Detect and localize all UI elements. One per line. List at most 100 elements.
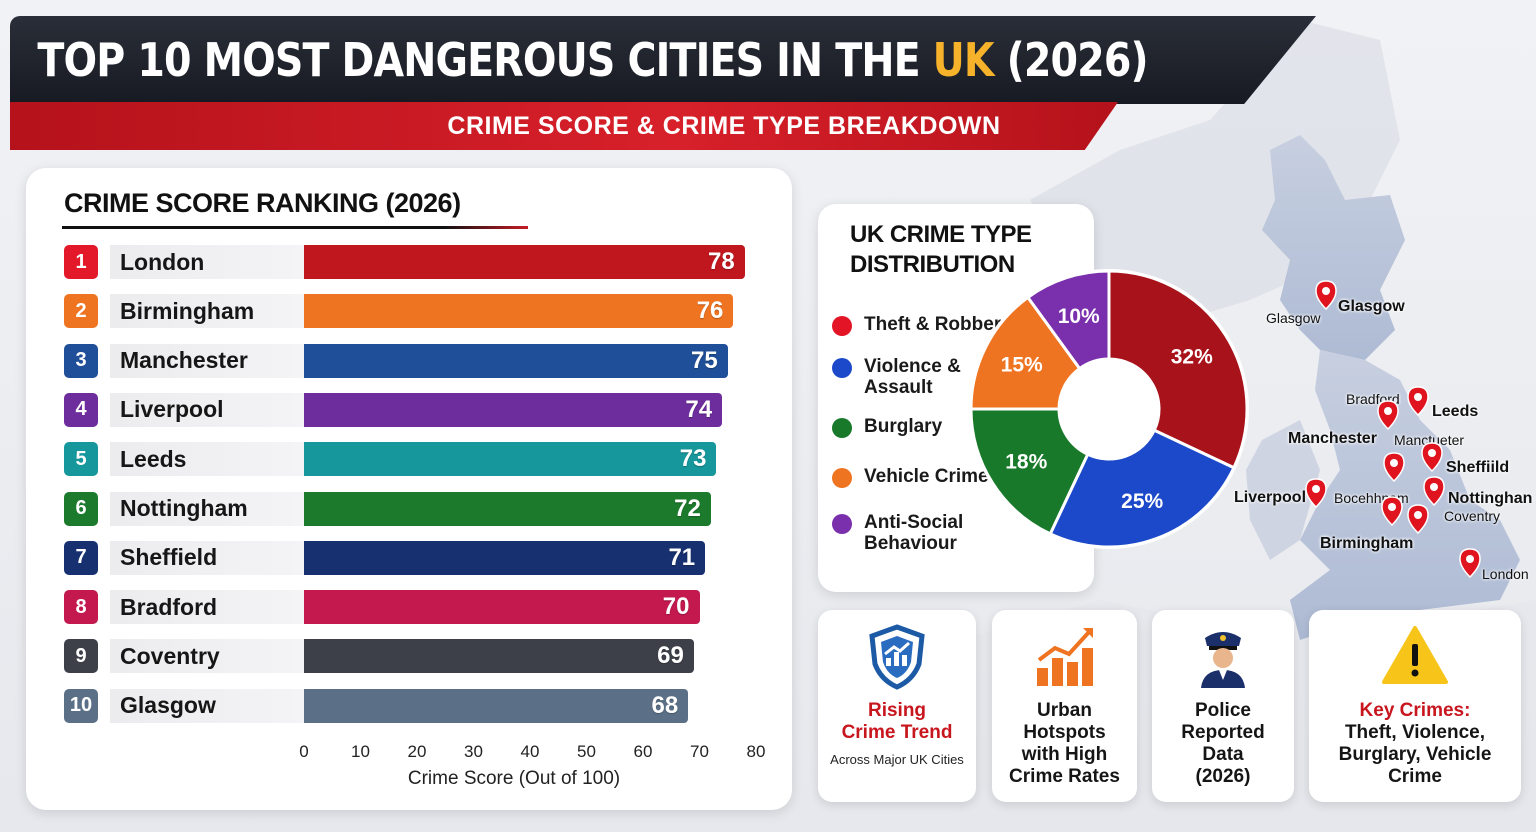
- bar-value-label: 70: [662, 593, 690, 621]
- pie-slice-label: 10%: [1058, 305, 1100, 328]
- pie-slice-label: 25%: [1121, 490, 1163, 513]
- bar-value-label: 78: [707, 248, 735, 275]
- ranking-row: 5 Leeds 73: [64, 442, 764, 477]
- map-scotland: [1262, 135, 1405, 360]
- legend-swatch: [832, 358, 852, 378]
- map-city-label: Sheffiild: [1446, 459, 1510, 476]
- ranking-title: CRIME SCORE RANKING (2026): [64, 188, 461, 218]
- city-label: Sheffield: [110, 540, 306, 575]
- bar: 74: [304, 392, 723, 427]
- ranking-title-underline: [62, 226, 528, 229]
- x-tick-label: 40: [520, 742, 540, 761]
- city-label: London: [110, 245, 306, 279]
- rank-badge: 8: [64, 590, 98, 625]
- x-tick-label: 30: [464, 742, 483, 761]
- map-city-label: Nottinghan: [1448, 490, 1533, 507]
- rank-badge: 6: [64, 491, 98, 526]
- legend-item: Violence & Assault: [832, 356, 1024, 398]
- pie-slice-label: 15%: [1001, 354, 1043, 377]
- city-label: Manchester: [110, 343, 306, 378]
- pie-slice: [1025, 269, 1111, 371]
- bar-value-label: 72: [674, 494, 701, 522]
- map-pin-icon: [1315, 280, 1337, 310]
- stat-text-police: Police Reported Data (2026): [1181, 700, 1265, 787]
- map-ireland: [1246, 420, 1320, 560]
- subtitle-banner: CRIME SCORE & CRIME TYPE BREAKDOWN: [10, 102, 1118, 150]
- rank-badge: 7: [64, 540, 98, 575]
- rank-badge: 1: [64, 245, 98, 279]
- pie-slice-label: 18%: [1005, 451, 1047, 474]
- police-officer-icon: [1152, 624, 1294, 694]
- x-tick-label: 10: [351, 742, 370, 761]
- rank-badge: 10: [64, 688, 98, 723]
- pie-slice: [969, 295, 1082, 411]
- legend-item: Vehicle Crime: [832, 466, 1024, 488]
- map-pin-icon: [1383, 452, 1405, 482]
- city-label: Liverpool: [110, 392, 306, 427]
- legend-label: Violence & Assault: [864, 356, 961, 398]
- legend-item: Anti-Social Behaviour: [832, 512, 1024, 554]
- rank-badge: 4: [64, 392, 98, 427]
- rank-badge: 9: [64, 639, 98, 674]
- bar-value-label: 75: [691, 346, 718, 374]
- rank-badge: 2: [64, 294, 98, 329]
- bar: 71: [304, 540, 706, 575]
- rank-badge: 5: [64, 442, 98, 477]
- stat-card-police-data: Police Reported Data (2026): [1152, 610, 1294, 802]
- pie-slice-label: 32%: [1171, 345, 1213, 368]
- map-city-label: Manchester: [1288, 430, 1377, 447]
- crime-score-ranking-card: CRIME SCORE RANKING (2026) 1 London 78 2 Bir…: [26, 168, 792, 810]
- map-city-label: Leeds: [1432, 403, 1479, 420]
- stat-card-urban-hotspots: Urban Hotspots with High Crime Rates: [992, 610, 1137, 802]
- city-label: Birmingham: [110, 294, 306, 329]
- stat-text-rising: Rising Crime Trend Across Major UK Citie…: [830, 700, 964, 767]
- map-pin-icon: [1305, 478, 1327, 508]
- map-city-label: Glasgow: [1266, 310, 1321, 326]
- x-tick-label: 80: [746, 742, 766, 761]
- pie-slice: [1107, 269, 1249, 470]
- title-accent: UK: [933, 33, 995, 87]
- bar: 78: [304, 245, 745, 279]
- page-subtitle: CRIME SCORE & CRIME TYPE BREAKDOWN: [447, 111, 1001, 140]
- map-city-label: Glasgow: [1338, 298, 1405, 315]
- legend-swatch: [832, 418, 852, 438]
- bar-value-label: 68: [651, 691, 679, 719]
- ranking-row: 9 Coventry 69: [64, 639, 764, 674]
- legend-label: Burglary: [864, 416, 943, 437]
- map-pin-icon: [1407, 504, 1429, 534]
- ranking-row: 8 Bradford 70: [64, 590, 764, 625]
- bar: 68: [304, 688, 689, 723]
- x-tick-label: 60: [633, 742, 653, 761]
- page-title: TOP 10 MOST DANGEROUS CITIES IN THE UK (…: [37, 33, 1149, 87]
- ranking-row: 7 Sheffield 71: [64, 540, 764, 575]
- pie-slice: [969, 407, 1090, 536]
- map-city-label: Manctueter: [1394, 432, 1465, 448]
- x-axis-title: Crime Score (Out of 100): [407, 768, 621, 789]
- city-label: Leeds: [110, 442, 306, 477]
- ranking-row: 2 Birmingham 76: [64, 294, 764, 329]
- bar: 70: [304, 590, 700, 625]
- x-tick-label: 50: [577, 742, 596, 761]
- bar: 76: [304, 294, 734, 329]
- stat-text-urban: Urban Hotspots with High Crime Rates: [1009, 700, 1120, 787]
- stat-card-key-crimes: Key Crimes: Theft, Violence, Burglary, V…: [1309, 610, 1521, 802]
- legend-item: Theft & Robbery: [832, 314, 1024, 336]
- map-pin-icon: [1381, 496, 1403, 526]
- ranking-row: 3 Manchester 75: [64, 343, 764, 378]
- map-pin-icon: [1459, 548, 1481, 578]
- map-city-label: Birmingham: [1320, 535, 1414, 552]
- legend-swatch: [832, 468, 852, 488]
- warning-icon: [1309, 624, 1521, 694]
- bar: 75: [304, 343, 728, 378]
- stat-card-rising-trend: Rising Crime Trend Across Major UK Citie…: [818, 610, 976, 802]
- bar-value-label: 71: [668, 543, 696, 571]
- legend-label: Anti-Social Behaviour: [864, 512, 964, 554]
- ranking-row: 4 Liverpool 74: [64, 392, 764, 427]
- legend-item: Burglary: [832, 416, 1024, 438]
- title-banner: TOP 10 MOST DANGEROUS CITIES IN THE UK (…: [10, 16, 1316, 104]
- city-label: Nottingham: [110, 491, 306, 526]
- stat-text-key-crimes: Key Crimes: Theft, Violence, Burglary, V…: [1338, 700, 1492, 787]
- bar: 73: [304, 442, 717, 477]
- pie-slice: [1048, 428, 1236, 549]
- legend-swatch: [832, 316, 852, 336]
